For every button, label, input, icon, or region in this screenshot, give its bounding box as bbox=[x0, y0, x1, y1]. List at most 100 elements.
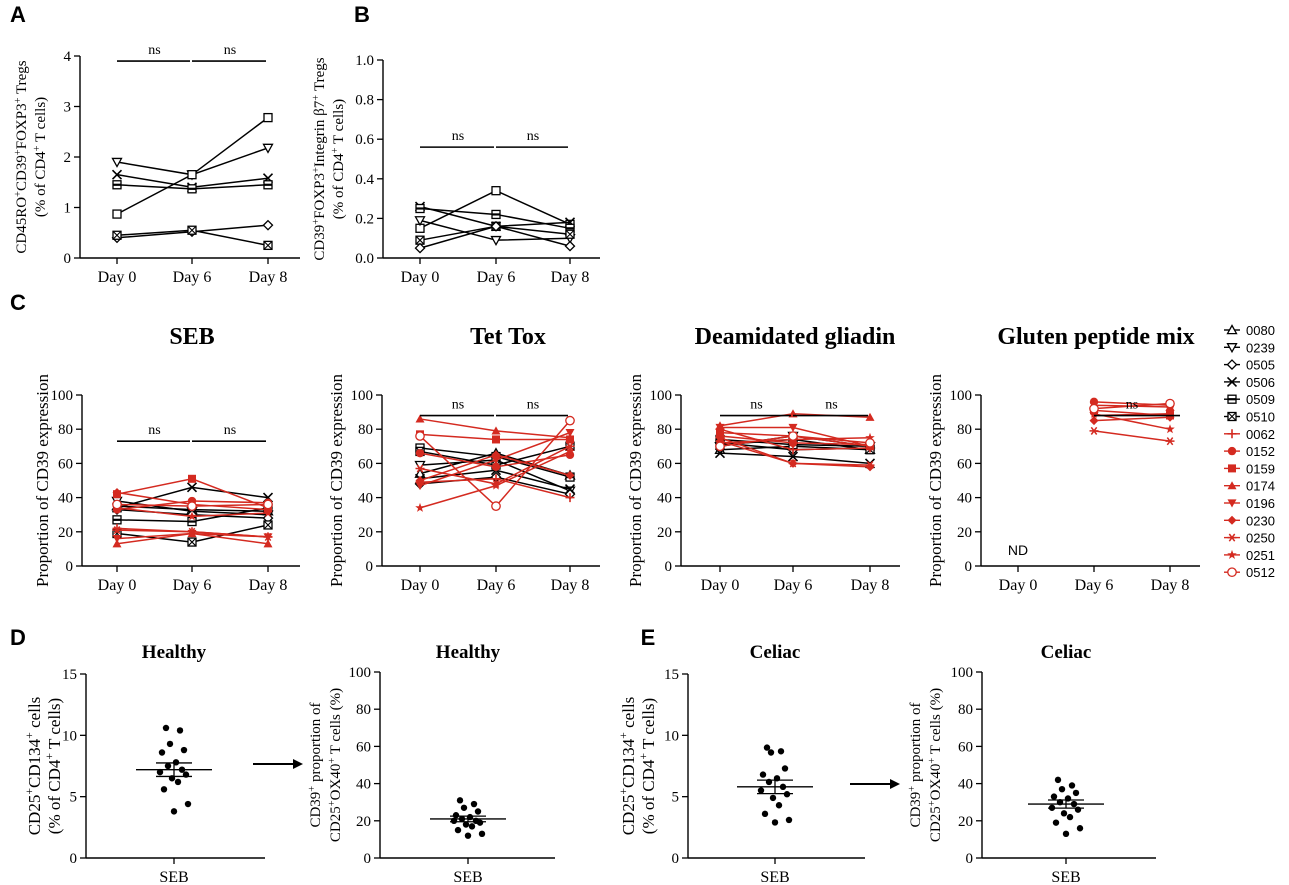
legend-item-0510: 0510 bbox=[1224, 410, 1275, 425]
data-point bbox=[1073, 790, 1079, 796]
y-tick-label: 5 bbox=[672, 790, 680, 806]
legend-label: 0152 bbox=[1246, 444, 1275, 459]
legend-label: 0174 bbox=[1246, 479, 1275, 494]
data-point bbox=[475, 808, 481, 814]
significance-label: ns bbox=[224, 423, 236, 438]
data-point bbox=[471, 801, 477, 807]
data-point bbox=[163, 725, 169, 731]
data-point bbox=[1090, 416, 1099, 425]
panel-label-C: C bbox=[10, 290, 26, 315]
not-determined-label: ND bbox=[1008, 542, 1028, 558]
series-line bbox=[1094, 431, 1170, 441]
y-tick-label: 40 bbox=[958, 777, 973, 793]
data-point bbox=[171, 808, 177, 814]
y-axis-label: Proportion of CD39 expression bbox=[626, 374, 645, 587]
data-point bbox=[1069, 782, 1075, 788]
significance-label: ns bbox=[527, 129, 539, 144]
legend-item-0152: 0152 bbox=[1224, 444, 1275, 459]
chart-D2: 020406080100SEBHealthyCD39+ proportion o… bbox=[307, 642, 556, 885]
legend-marker bbox=[1228, 395, 1236, 403]
y-tick-label: 0 bbox=[665, 559, 673, 575]
x-tick-label: Day 6 bbox=[1075, 577, 1114, 594]
data-point bbox=[416, 244, 425, 253]
significance-label: ns bbox=[452, 398, 464, 413]
legend-label: 0196 bbox=[1246, 496, 1275, 511]
legend-label: 0230 bbox=[1246, 513, 1275, 528]
x-tick-label: Day 0 bbox=[98, 269, 137, 286]
chart-title: Tet Tox bbox=[470, 324, 546, 350]
y-tick-label: 1.0 bbox=[355, 53, 374, 69]
y-tick-label: 60 bbox=[958, 739, 973, 755]
legend-label: 0251 bbox=[1246, 548, 1275, 563]
data-point bbox=[760, 771, 766, 777]
data-point bbox=[264, 500, 272, 508]
data-point bbox=[758, 787, 764, 793]
y-tick-label: 5 bbox=[70, 790, 78, 806]
x-tick-label: SEB bbox=[760, 869, 789, 885]
data-point bbox=[770, 795, 776, 801]
chart-D1: 0 5 10 15 SEB Healthy CD25+CD134+ cells(% of C… bbox=[22, 642, 265, 885]
data-point bbox=[264, 521, 272, 529]
y-tick-label: 0 bbox=[64, 251, 72, 267]
y-axis-label: CD25+OX40+ T cells (%) bbox=[927, 688, 945, 842]
data-point bbox=[161, 786, 167, 792]
y-tick-label: 15 bbox=[62, 667, 77, 683]
x-tick-label: Day 6 bbox=[173, 269, 212, 286]
data-point bbox=[188, 518, 196, 526]
data-point bbox=[1166, 399, 1174, 407]
data-point bbox=[188, 171, 196, 179]
y-axis-label: CD25+OX40+ T cells (%) bbox=[327, 688, 345, 842]
data-point bbox=[469, 823, 475, 829]
legend-item-0230: 0230 bbox=[1224, 513, 1275, 528]
x-tick-label: Day 8 bbox=[1151, 577, 1190, 594]
data-point bbox=[113, 210, 121, 218]
y-tick-label: 40 bbox=[58, 491, 73, 507]
y-tick-label: 20 bbox=[356, 814, 371, 830]
data-point bbox=[566, 230, 574, 238]
x-tick-label: Day 8 bbox=[249, 269, 288, 286]
y-tick-label: 100 bbox=[351, 388, 374, 404]
data-point bbox=[181, 747, 187, 753]
y-tick-label: 15 bbox=[664, 667, 679, 683]
data-point bbox=[264, 181, 272, 189]
y-tick-label: 60 bbox=[358, 456, 373, 472]
data-point bbox=[778, 748, 784, 754]
y-tick-label: 40 bbox=[957, 491, 972, 507]
significance-label: ns bbox=[825, 398, 837, 413]
legend-label: 0506 bbox=[1246, 375, 1275, 390]
data-point bbox=[776, 802, 782, 808]
y-tick-label: 3 bbox=[64, 100, 72, 116]
legend-item-0251: 0251 bbox=[1224, 548, 1275, 563]
chart-C2: 020406080100Day 0 Day 6 Day 8Tet ToxPropor… bbox=[327, 324, 600, 594]
legend-label: 0505 bbox=[1246, 358, 1275, 373]
y-tick-label: 20 bbox=[58, 525, 73, 541]
data-point bbox=[1059, 786, 1065, 792]
data-point bbox=[465, 832, 471, 838]
legend-label: 0512 bbox=[1246, 565, 1275, 580]
data-point bbox=[1063, 831, 1069, 837]
data-point bbox=[185, 801, 191, 807]
legend-label: 0080 bbox=[1246, 323, 1275, 338]
data-point bbox=[416, 432, 424, 440]
y-tick-label: 100 bbox=[950, 388, 973, 404]
y-axis-label: (% of CD4+ T cells) bbox=[32, 97, 50, 217]
data-point bbox=[477, 819, 483, 825]
data-point bbox=[416, 449, 424, 457]
legend-item-0239: 0239 bbox=[1224, 340, 1275, 355]
chart-title: Celiac bbox=[750, 642, 801, 663]
significance-label: ns bbox=[527, 398, 539, 413]
data-point bbox=[113, 500, 121, 508]
data-point bbox=[479, 831, 485, 837]
y-tick-label: 10 bbox=[62, 728, 77, 744]
series-line bbox=[1094, 417, 1170, 420]
data-point bbox=[492, 502, 500, 510]
data-point bbox=[264, 114, 272, 122]
y-tick-label: 40 bbox=[356, 777, 371, 793]
chart-C4: 020406080100Day 0 Day 6 Day 8Gluten peptid… bbox=[926, 324, 1200, 594]
legend-marker bbox=[1228, 464, 1236, 472]
y-axis-label: (% of CD4+ T cells) bbox=[636, 698, 658, 834]
chart-title: Healthy bbox=[142, 642, 207, 663]
data-point bbox=[165, 763, 171, 769]
y-tick-label: 60 bbox=[356, 739, 371, 755]
